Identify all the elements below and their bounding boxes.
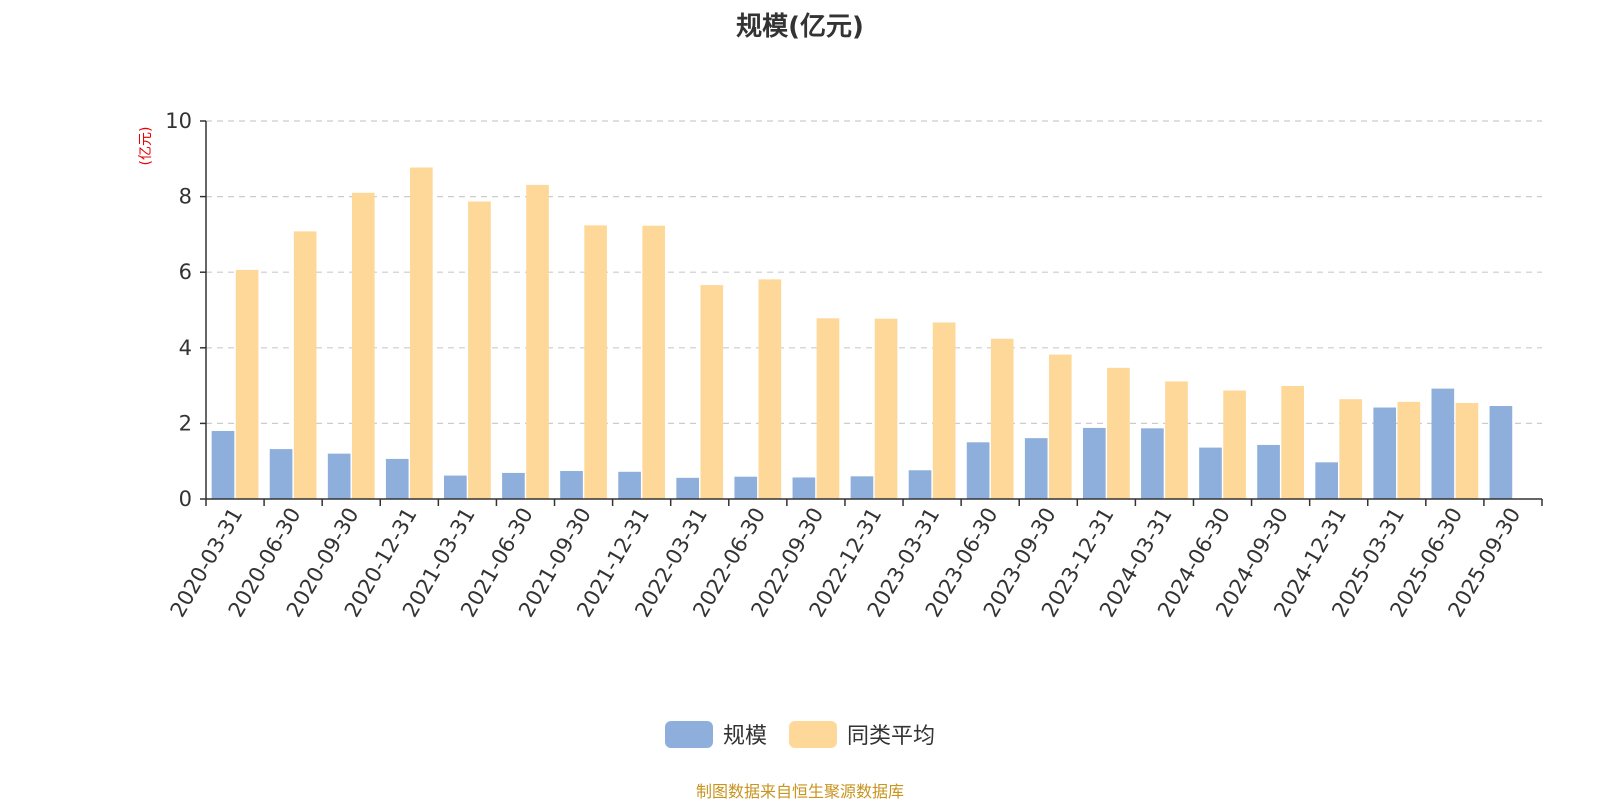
bar-series-0[interactable]: [327, 453, 351, 499]
bar-series-0[interactable]: [1024, 438, 1048, 499]
bar-series-1[interactable]: [584, 225, 607, 499]
bar-series-0[interactable]: [618, 471, 641, 499]
bar-series-1[interactable]: [1107, 367, 1130, 499]
bar-series-0[interactable]: [444, 475, 467, 499]
y-tick-label: 4: [179, 336, 192, 360]
grid-layer: [206, 120, 1542, 424]
bar-series-1[interactable]: [468, 201, 491, 499]
bar-series-1[interactable]: [526, 184, 549, 499]
bar-series-1[interactable]: [410, 167, 433, 499]
bar-series-1[interactable]: [1223, 390, 1246, 499]
bar-series-1[interactable]: [700, 285, 724, 499]
bar-series-0[interactable]: [1431, 388, 1455, 499]
bar-chart-svg: 0246810(亿元)2020-03-312020-06-302020-09-3…: [138, 109, 1543, 621]
bar-series-1[interactable]: [642, 225, 666, 499]
bar-series-0[interactable]: [1141, 428, 1164, 499]
bar-series-0[interactable]: [269, 449, 293, 499]
legend-label-series-0: 规模: [722, 724, 767, 749]
bar-series-1[interactable]: [351, 192, 375, 499]
bar-series-1[interactable]: [874, 318, 898, 499]
bar-series-0[interactable]: [792, 477, 816, 499]
bar-series-0[interactable]: [560, 471, 583, 499]
bar-series-1[interactable]: [816, 318, 840, 499]
bar-layer: [211, 167, 1513, 499]
bar-series-0[interactable]: [734, 476, 758, 499]
y-tick-label: 0: [179, 487, 192, 511]
bar-series-1[interactable]: [293, 231, 317, 499]
bar-series-0[interactable]: [1315, 462, 1338, 499]
legend-item-series-0[interactable]: 规模: [664, 718, 767, 750]
bar-series-0[interactable]: [211, 430, 235, 499]
bar-series-0[interactable]: [1489, 406, 1513, 499]
bar-series-1[interactable]: [1165, 381, 1188, 499]
bar-series-1[interactable]: [1397, 401, 1421, 499]
bar-series-1[interactable]: [1455, 402, 1479, 499]
y-tick-label: 6: [179, 260, 192, 284]
legend-label-series-1: 同类平均: [847, 724, 936, 749]
bar-series-0[interactable]: [908, 470, 932, 499]
bar-series-1[interactable]: [932, 322, 956, 499]
bar-series-0[interactable]: [966, 442, 990, 499]
bar-series-0[interactable]: [850, 476, 874, 499]
legend-swatch-series-1: [789, 720, 837, 748]
y-tick-label: 2: [179, 411, 192, 435]
bar-series-0[interactable]: [1373, 407, 1397, 499]
bar-series-1[interactable]: [990, 338, 1014, 499]
bar-series-0[interactable]: [1082, 427, 1106, 499]
chart-title: 规模(亿元): [736, 12, 864, 42]
data-source-note: 制图数据来自恒生聚源数据库: [695, 782, 904, 801]
bar-series-1[interactable]: [1281, 385, 1304, 499]
legend-item-series-1[interactable]: 同类平均: [789, 718, 935, 750]
y-tick-label: 8: [179, 185, 192, 209]
bar-series-1[interactable]: [235, 269, 259, 499]
bar-series-0[interactable]: [1257, 444, 1280, 499]
bar-series-0[interactable]: [676, 477, 700, 499]
y-tick-label: 10: [165, 109, 192, 133]
y-axis-label: (亿元): [138, 127, 154, 166]
bar-series-0[interactable]: [502, 472, 525, 499]
bar-series-0[interactable]: [385, 458, 409, 499]
bar-series-0[interactable]: [1199, 447, 1222, 499]
bar-series-1[interactable]: [1339, 399, 1363, 499]
axis-layer: 0246810(亿元)2020-03-312020-06-302020-09-3…: [138, 109, 1543, 621]
legend-swatch-series-0: [664, 720, 713, 748]
bar-series-1[interactable]: [1048, 354, 1072, 499]
legend: 规模 同类平均: [0, 718, 1600, 750]
bar-series-1[interactable]: [758, 279, 782, 499]
